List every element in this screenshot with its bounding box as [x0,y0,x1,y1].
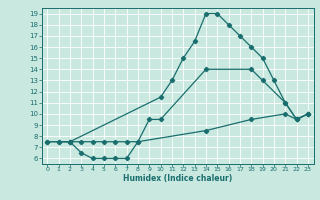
X-axis label: Humidex (Indice chaleur): Humidex (Indice chaleur) [123,174,232,183]
